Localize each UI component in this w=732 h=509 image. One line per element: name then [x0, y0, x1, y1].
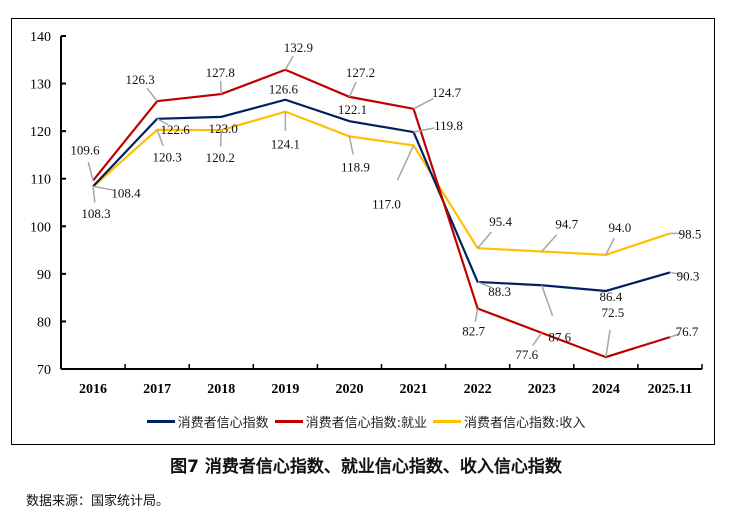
y-tick-label: 130 [30, 78, 51, 93]
leader-line [605, 237, 615, 256]
leader-line [146, 87, 158, 102]
data-label: 82.7 [462, 324, 485, 339]
data-label: 124.1 [271, 137, 300, 152]
x-tick-label: 2017 [143, 382, 171, 397]
data-label: 108.4 [111, 185, 141, 200]
leader-line [284, 55, 294, 71]
chart-title: 图7 消费者信心指数、就业信心指数、收入信心指数 [170, 457, 562, 477]
series-line [92, 68, 671, 359]
leader-line [92, 185, 113, 191]
x-tick-label: 2021 [400, 382, 428, 397]
data-label: 118.9 [341, 159, 370, 174]
legend-swatch [146, 420, 175, 423]
data-label: 117.0 [372, 196, 401, 211]
leader-line [348, 136, 354, 155]
data-label: 108.3 [81, 206, 110, 221]
data-label: 122.1 [338, 102, 367, 117]
data-label: 98.5 [679, 226, 702, 241]
data-label: 87.6 [548, 329, 571, 344]
data-label: 86.4 [599, 289, 622, 304]
leader-line [532, 332, 543, 346]
legend-label: 消费者信心指数:就业 [305, 416, 427, 431]
leader-line [477, 281, 492, 289]
leader-line [541, 285, 554, 317]
data-label: 109.6 [70, 143, 100, 158]
chart-frame [11, 18, 715, 445]
y-tick-label: 80 [37, 315, 51, 330]
series-line [92, 110, 671, 256]
leader-line [156, 118, 169, 126]
leader-line [605, 329, 611, 358]
legend-label: 消费者信心指数 [177, 416, 269, 431]
leader-line [219, 80, 222, 95]
legend-item-employment: 消费者信心指数:就业 [274, 412, 427, 431]
data-label: 72.5 [601, 305, 624, 320]
data-label: 90.3 [677, 268, 700, 283]
legend-item-income: 消费者信心指数:收入 [433, 412, 585, 431]
leader-line [156, 129, 164, 147]
data-source: 数据来源：国家统计局。 [26, 494, 170, 509]
leader-line [92, 186, 96, 203]
legend-swatch [433, 420, 461, 423]
leader-line [413, 127, 435, 133]
data-label: 77.6 [515, 347, 538, 362]
y-tick-label: 110 [31, 173, 51, 188]
y-tick-label: 120 [30, 125, 51, 140]
leader-line [477, 231, 493, 249]
leader-line [348, 81, 357, 98]
leader-line [87, 161, 94, 181]
data-label: 126.6 [269, 82, 299, 97]
leader-line [669, 271, 681, 275]
leader-line [669, 332, 681, 338]
data-label: 94.0 [608, 220, 631, 235]
data-label: 132.9 [284, 40, 313, 55]
data-label: 120.2 [206, 150, 235, 165]
leader-line [541, 234, 558, 252]
data-label: 76.7 [676, 324, 699, 339]
legend-swatch [274, 420, 303, 423]
x-tick-label: 2018 [207, 382, 235, 397]
x-tick-label: 2023 [528, 382, 556, 397]
y-tick-label: 140 [30, 30, 51, 45]
x-tick-label: 2022 [464, 382, 492, 397]
leader-line [474, 308, 479, 322]
data-label: 126.3 [126, 72, 155, 87]
data-label: 94.7 [555, 216, 578, 231]
data-label: 123.0 [209, 121, 238, 136]
leader-line [413, 97, 434, 110]
data-label: 127.2 [346, 65, 375, 80]
data-label: 122.6 [161, 122, 191, 137]
legend-item-consumer: 消费者信心指数 [146, 412, 269, 431]
legend: 消费者信心指数 消费者信心指数:就业 消费者信心指数:收入 [0, 412, 732, 431]
x-tick-label: 2016 [79, 382, 107, 397]
x-tick-label: 2020 [335, 382, 363, 397]
leader-line [219, 130, 222, 147]
leader-line [396, 145, 415, 181]
x-tick-label: 2019 [271, 382, 299, 397]
data-label: 120.3 [153, 150, 182, 165]
data-label: 88.3 [488, 284, 511, 299]
legend-label: 消费者信心指数:收入 [464, 416, 586, 431]
data-label: 124.7 [432, 85, 462, 100]
y-tick-label: 90 [37, 268, 51, 283]
data-label: 95.4 [489, 214, 512, 229]
data-label: 119.8 [434, 118, 463, 133]
y-tick-label: 70 [37, 363, 51, 378]
y-tick-label: 100 [30, 220, 51, 235]
x-tick-label: 2024 [592, 382, 620, 397]
series-line [92, 98, 671, 293]
x-tick-label: 2025.11 [648, 382, 693, 397]
data-label: 127.8 [206, 65, 235, 80]
